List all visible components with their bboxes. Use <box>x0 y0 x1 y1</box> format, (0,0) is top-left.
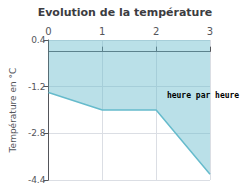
svg-text:Evolution de la température: Evolution de la température <box>38 6 213 19</box>
svg-text:2: 2 <box>153 26 159 37</box>
svg-text:Température en °C: Température en °C <box>8 68 18 154</box>
svg-text:-1.2: -1.2 <box>28 82 46 92</box>
svg-text:1: 1 <box>99 26 105 37</box>
svg-text:heure par heure: heure par heure <box>167 91 239 100</box>
svg-text:3: 3 <box>207 26 213 37</box>
svg-text:0: 0 <box>45 26 51 37</box>
svg-text:-4.4: -4.4 <box>28 175 46 185</box>
svg-text:-2.8: -2.8 <box>28 128 46 138</box>
svg-text:0.4: 0.4 <box>31 35 46 45</box>
